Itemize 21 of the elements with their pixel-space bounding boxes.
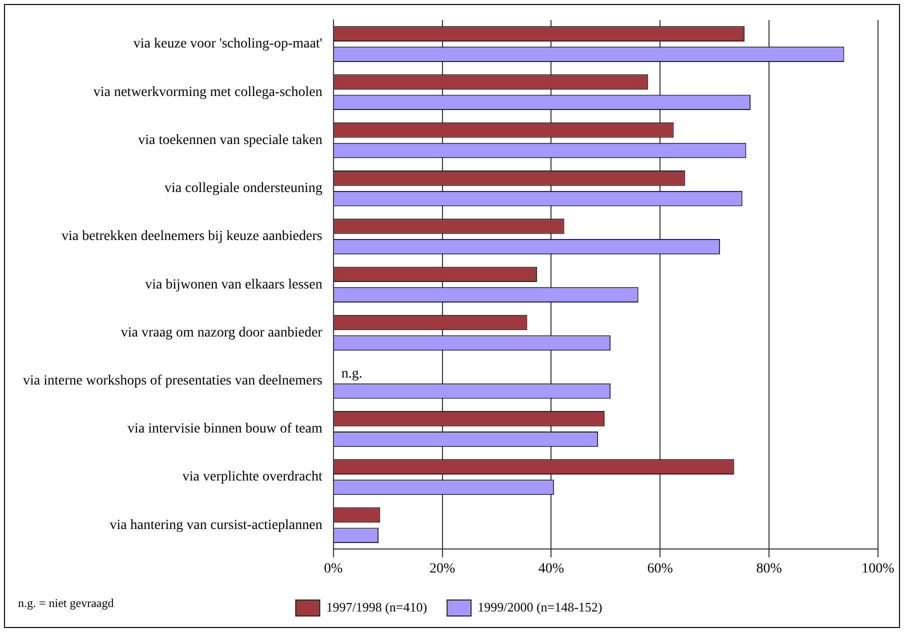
y-tick-label: via bijwonen van elkaars lessen — [145, 277, 322, 292]
y-tick-label: via verplichte overdracht — [182, 470, 322, 485]
y-tick-label: via keuze voor 'scholing-op-maat' — [133, 36, 322, 52]
x-tick-label: 60% — [647, 561, 674, 576]
x-tick-label: 100% — [862, 561, 895, 576]
annotation: n.g. — [341, 366, 362, 382]
y-tick-label: via hantering van cursist-actieplannen — [110, 518, 322, 533]
x-tick-label: 80% — [756, 561, 782, 576]
x-tick-label: 0% — [324, 561, 344, 576]
x-tick-label: 20% — [429, 561, 456, 576]
y-tick-label: via interne workshops of presentaties van deelnemers — [22, 373, 322, 388]
legend-label: 1999/2000 (n=148-152) — [478, 599, 602, 614]
y-tick-label: via vraag om nazorg door aanbieder — [120, 325, 323, 340]
y-tick-label: via netwerkvorming met collega-scholen — [93, 84, 322, 100]
x-tick-label: 40% — [538, 561, 564, 576]
legend-label: 1997/1998 (n=410) — [326, 599, 428, 614]
text: n.g. = niet gevraagd — [18, 596, 114, 611]
y-tick-label: via intervisie binnen bouw of team — [128, 422, 322, 437]
y-tick-label: via betrekken deelnemers bij keuze aanbieders — [62, 229, 322, 244]
y-tick-label: via toekennen van speciale taken — [138, 132, 322, 148]
y-tick-label: via collegiale ondersteuning — [164, 181, 322, 196]
